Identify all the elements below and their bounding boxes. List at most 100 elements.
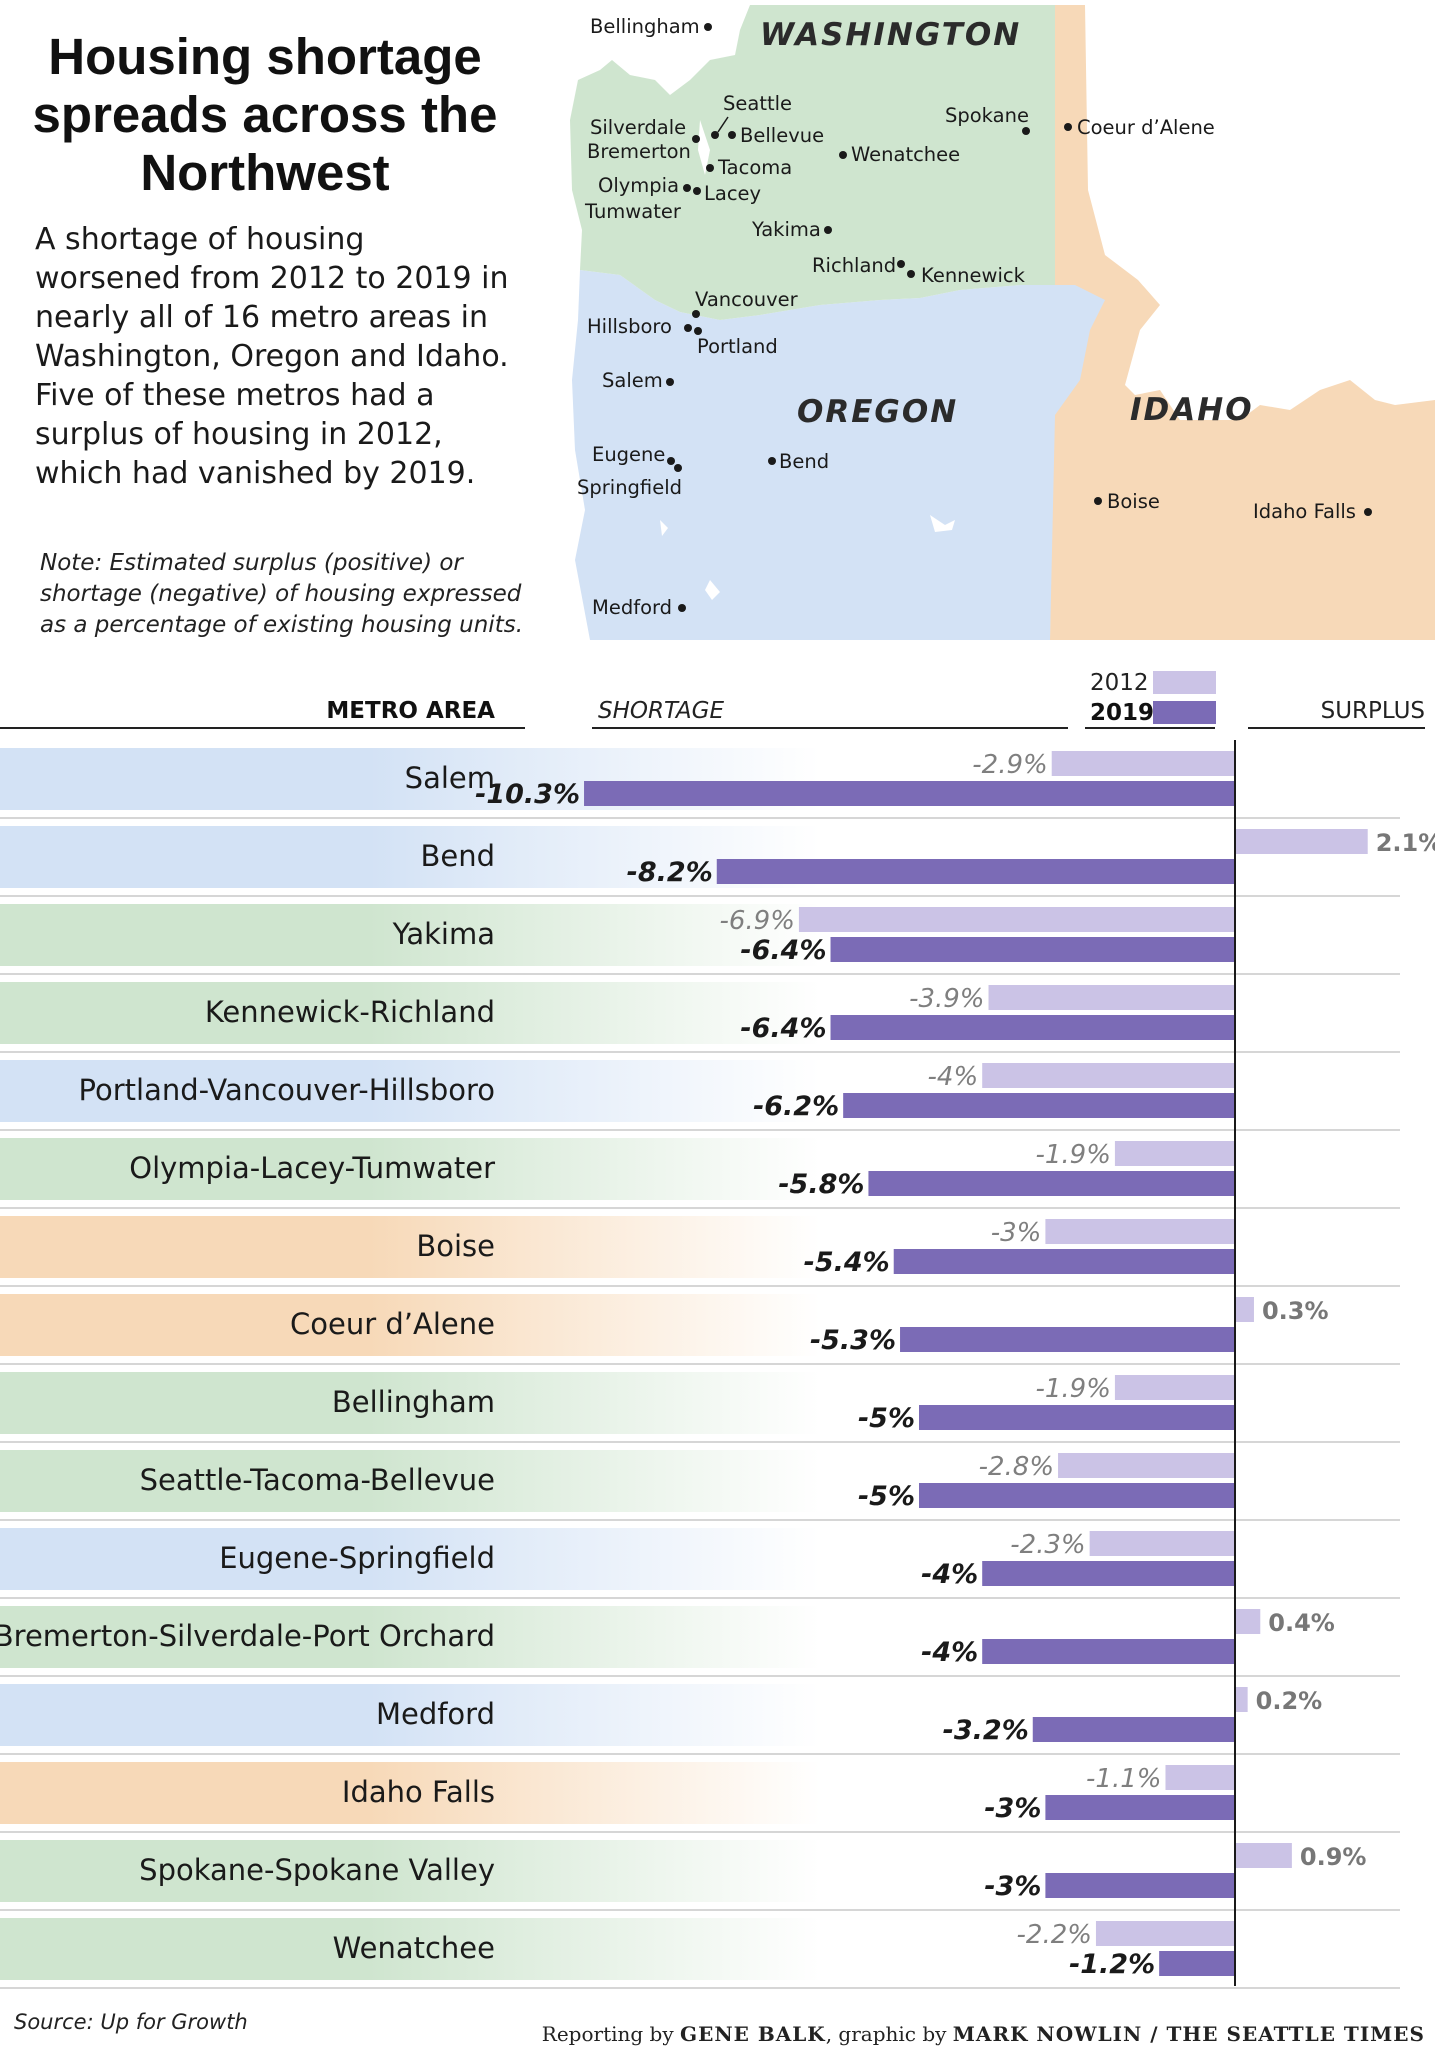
bar-2012 [1058,1453,1235,1478]
bar-2012 [1235,1609,1261,1634]
bar-2019 [919,1483,1235,1508]
bar-2012 [1114,1375,1235,1400]
row-band [0,1762,820,1824]
city-label: Bend [779,450,829,473]
page-title: Housing shortage spreads across the Nort… [32,28,498,201]
label-2019: -3.2% [943,1715,1029,1746]
city-label: Tacoma [717,156,792,179]
bar-2019 [584,781,1235,806]
label-2012: -6.9% [719,906,794,936]
bar-2012 [1045,1219,1235,1244]
label-2019: -5.4% [804,1247,890,1278]
metro-name: Olympia-Lacey-Tumwater [129,1151,495,1185]
credit-middle: , graphic by [825,2022,947,2046]
legend-label-2012: 2012 [1090,670,1149,696]
city-dot [692,310,700,318]
bar-2012 [1235,1843,1292,1868]
city-label: Coeur d’Alene [1077,116,1215,139]
header-shortage: SHORTAGE [598,698,724,724]
lake-shape [698,120,710,175]
city-dot [824,226,832,234]
label-2012: -2.3% [1010,1530,1085,1560]
label-2019: -6.4% [740,1013,826,1044]
chart-row: Seattle-Tacoma-Bellevue -2.8% -5% [0,1450,1400,1521]
bar-2012 [982,1063,1235,1088]
legend-label-2019: 2019 [1090,700,1154,726]
city-dot [694,327,702,335]
note-text: Note: Estimated surplus (positive) or sh… [40,550,523,638]
city-label: Bellevue [740,124,824,147]
metro-name: Wenatchee [333,1931,495,1965]
label-2019: -3% [984,1871,1041,1902]
chart-row: Olympia-Lacey-Tumwater -1.9% -5.8% [0,1138,1400,1209]
label-2019: -4% [921,1559,978,1590]
chart-row: Portland-Vancouver-Hillsboro -4% -6.2% [0,1060,1400,1131]
chart-rows: Salem -2.9% -10.3% Bend 2.1% -8.2% Yakima -6.9%… [0,748,1435,1989]
row-band [0,1528,820,1590]
label-2012: -1.1% [1086,1764,1161,1794]
row-band [0,1060,820,1122]
lake-shape [660,520,668,536]
label-2012: -4% [928,1062,979,1092]
bar-2012 [798,907,1235,932]
metro-name: Coeur d’Alene [290,1307,495,1341]
bar-2012 [988,985,1235,1010]
bar-2012 [1114,1141,1235,1166]
metro-name: Eugene-Springfield [219,1541,495,1575]
metro-name: Medford [376,1697,495,1731]
label-2019: -5% [858,1403,915,1434]
bar-2019 [1159,1951,1235,1976]
city-dot [678,604,686,612]
state-label-washington: WASHINGTON [760,17,1021,53]
bar-2019 [1045,1873,1235,1898]
bar-2019 [716,859,1235,884]
region-map: WASHINGTON OREGON IDAHO Bellingham Seatt… [570,5,1435,640]
legend-swatch-2019 [1153,701,1216,724]
chart-row: Spokane-Spokane Valley 0.9% -3% [0,1840,1400,1911]
row-band [0,982,820,1044]
bar-2019 [982,1639,1235,1664]
metro-name: Portland-Vancouver-Hillsboro [79,1073,495,1107]
bar-2019 [1032,1717,1235,1742]
city-dot [704,23,712,31]
metro-name: Seattle-Tacoma-Bellevue [140,1463,495,1497]
intro-text: A shortage of housing worsened from 2012… [35,222,509,491]
state-oregon [572,270,1105,640]
metro-name: Idaho Falls [342,1775,495,1809]
bar-2019 [919,1405,1235,1430]
city-label: Boise [1107,490,1160,513]
state-label-idaho: IDAHO [1130,392,1254,428]
city-dot [907,270,915,278]
city-dot [667,457,675,465]
city-label: Seattle [723,92,792,115]
label-2019: -5.8% [778,1169,864,1200]
label-2012: 2.1% [1376,829,1435,857]
label-2019: -10.3% [475,779,580,810]
reporter-name: GENE BALK [680,2022,826,2046]
city-label: Wenatchee [851,143,960,166]
bar-2019 [893,1249,1235,1274]
city-dot [692,135,700,143]
city-dot [1364,508,1372,516]
city-dot [666,378,674,386]
city-dot [897,260,905,268]
label-2012: -2.2% [1017,1920,1092,1950]
graphic-credit: MARK NOWLIN / THE SEATTLE TIMES [952,2022,1425,2046]
city-label: Bremerton [587,140,691,163]
bar-2012 [1235,1297,1254,1322]
row-band [0,1372,820,1434]
city-label: Idaho Falls [1253,500,1356,523]
header-surplus: SURPLUS [1321,698,1425,724]
chart-header: METRO AREA SHORTAGE SURPLUS 2012 2019 [0,670,1425,729]
city-label: Hillsboro [587,315,672,338]
chart-row: Boise -3% -5.4% [0,1216,1400,1287]
row-band [0,1684,820,1746]
bar-2019 [843,1093,1235,1118]
chart-row: Eugene-Springfield -2.3% -4% [0,1528,1400,1599]
city-label: Bellingham [590,15,700,38]
metro-name: Yakima [392,917,495,951]
row-band [0,1606,820,1668]
city-label: Olympia [598,174,679,197]
label-2019: -3% [984,1793,1041,1824]
label-2019: -5.3% [810,1325,896,1356]
